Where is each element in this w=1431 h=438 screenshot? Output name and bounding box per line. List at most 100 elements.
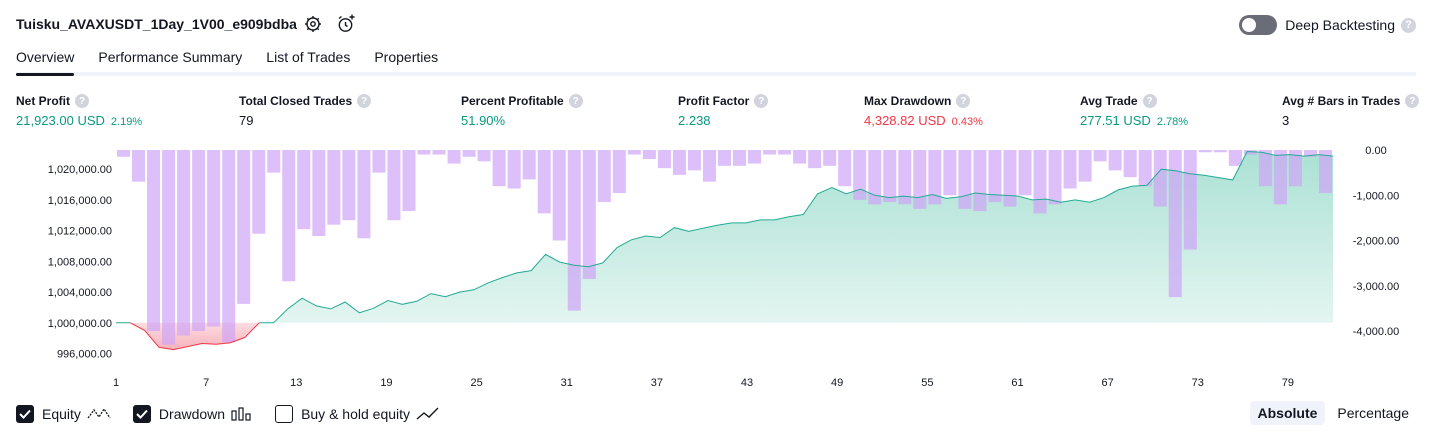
checkbox-checked-icon[interactable] <box>132 405 151 423</box>
left-tick-label: 1,008,000.00 <box>48 256 112 268</box>
right-axis: 0.00 -1,000.00 -2,000.00 -3,000.00 -4,000.00 <box>1353 145 1399 338</box>
metric-value: 21,923.00 USD <box>16 113 105 128</box>
checkbox-checked-icon[interactable] <box>16 405 34 423</box>
drawdown-bar <box>1123 150 1137 178</box>
x-tick-label: 31 <box>561 377 573 389</box>
tab-list-of-trades[interactable]: List of Trades <box>266 49 351 65</box>
drawdown-bar <box>733 150 747 166</box>
info-icon[interactable]: ? <box>754 94 769 108</box>
drawdown-bar <box>1003 150 1017 207</box>
drawdown-bar <box>808 150 822 169</box>
tabs-divider <box>16 72 1416 76</box>
drawdown-bar <box>898 150 912 205</box>
legend-equity[interactable]: Equity <box>16 405 111 423</box>
drawdown-bar <box>462 150 476 157</box>
x-tick-label: 61 <box>1011 377 1023 389</box>
metric-value: 79 <box>239 113 254 128</box>
absolute-button[interactable]: Absolute <box>1249 401 1326 425</box>
gear-icon[interactable] <box>303 14 323 34</box>
drawdown-bar <box>447 150 461 164</box>
metric-value: 277.51 USD <box>1080 113 1151 128</box>
tab-overview[interactable]: Overview <box>16 46 75 76</box>
drawdown-bar <box>627 150 641 155</box>
drawdown-bar <box>1078 150 1092 182</box>
legend-buy-hold-equity[interactable]: Buy & hold equity <box>275 405 440 423</box>
x-tick-label: 55 <box>921 377 933 389</box>
drawdown-bar <box>1153 150 1167 207</box>
drawdown-bar <box>1243 150 1257 155</box>
drawdown-bar <box>778 150 792 155</box>
x-tick-label: 79 <box>1282 377 1294 389</box>
left-tick-label: 1,004,000.00 <box>48 287 112 299</box>
alarm-plus-icon[interactable] <box>336 14 356 34</box>
drawdown-bar <box>387 150 401 221</box>
tab-properties[interactable]: Properties <box>374 49 439 65</box>
legend-drawdown[interactable]: Drawdown <box>132 405 253 423</box>
drawdown-bars <box>117 150 1332 345</box>
drawdown-bar <box>868 150 882 205</box>
report-header: Tuisku_AVAXUSDT_1Day_1V00_e909bdba Deep … <box>16 12 1416 38</box>
drawdown-bar <box>552 150 566 241</box>
drawdown-bar <box>988 150 1002 203</box>
drawdown-bar <box>477 150 491 162</box>
metric-percent: 0.43% <box>951 116 983 128</box>
deep-backtesting-toggle[interactable] <box>1239 15 1278 35</box>
drawdown-bar <box>823 150 837 166</box>
drawdown-bar <box>582 150 596 279</box>
metric-net-profit: Net Profit? 21,923.00 USD 2.19% <box>16 94 142 128</box>
drawdown-bar <box>853 150 867 200</box>
info-icon[interactable]: ? <box>956 94 971 108</box>
info-icon[interactable]: ? <box>568 94 583 108</box>
drawdown-bar <box>417 150 431 155</box>
metric-avg-bars-in-trades: Avg # Bars in Trades? 3 <box>1282 94 1420 128</box>
drawdown-bar <box>1258 150 1272 187</box>
drawdown-bar <box>177 150 191 336</box>
equity-drawdown-chart[interactable]: 1,020,000.00 1,016,000.00 1,012,000.00 1,00… <box>0 140 1431 395</box>
info-icon[interactable]: ? <box>1142 94 1157 108</box>
drawdown-bar <box>913 150 927 209</box>
deep-backtesting: Deep Backtesting ? <box>1239 13 1416 37</box>
left-tick-label: 1,020,000.00 <box>48 164 112 176</box>
percentage-button[interactable]: Percentage <box>1337 405 1409 421</box>
right-tick-label: 0.00 <box>1365 145 1386 157</box>
drawdown-bar <box>883 150 897 203</box>
drawdown-bar <box>763 150 777 155</box>
right-tick-label: -2,000.00 <box>1353 236 1399 248</box>
drawdown-bar <box>657 150 671 169</box>
x-tick-label: 43 <box>741 377 753 389</box>
x-tick-label: 1 <box>113 377 119 389</box>
metric-label: Avg # Bars in Trades <box>1282 94 1401 108</box>
drawdown-bar <box>537 150 551 214</box>
drawdown-bar <box>267 150 281 173</box>
drawdown-bar <box>357 150 371 239</box>
left-tick-label: 1,016,000.00 <box>48 195 112 207</box>
drawdown-bar <box>717 150 732 166</box>
trend-line-icon <box>416 407 439 420</box>
view-mode-switch: Absolute Percentage <box>1246 401 1418 425</box>
drawdown-bar <box>1093 150 1107 162</box>
drawdown-bar <box>642 150 656 160</box>
metric-value: 51.90% <box>461 113 506 128</box>
info-icon[interactable]: ? <box>1405 94 1420 108</box>
drawdown-bar <box>132 150 146 182</box>
x-tick-label: 13 <box>290 377 302 389</box>
x-tick-label: 19 <box>380 377 392 389</box>
drawdown-bar <box>147 150 161 332</box>
metric-percent-profitable: Percent Profitable? 51.90% <box>461 94 583 128</box>
info-icon[interactable]: ? <box>75 94 89 108</box>
drawdown-bar <box>1183 150 1197 250</box>
right-tick-label: -4,000.00 <box>1353 326 1399 338</box>
drawdown-bar <box>507 150 521 189</box>
metric-label: Net Profit <box>16 94 70 108</box>
metric-value: 2.238 <box>678 113 711 128</box>
info-icon[interactable]: ? <box>357 94 372 108</box>
checkbox-unchecked-icon[interactable] <box>275 405 294 423</box>
drawdown-bar <box>1063 150 1077 189</box>
drawdown-bar <box>748 150 762 164</box>
x-tick-label: 25 <box>470 377 482 389</box>
help-icon[interactable]: ? <box>1401 17 1416 33</box>
drawdown-bar <box>207 150 221 327</box>
drawdown-bar <box>687 150 701 171</box>
tab-performance-summary[interactable]: Performance Summary <box>98 49 243 65</box>
tab-bar: Overview Performance Summary List of Tra… <box>16 46 462 76</box>
